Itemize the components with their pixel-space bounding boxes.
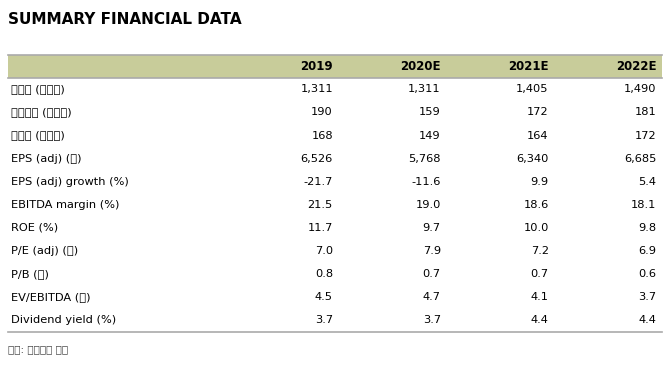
Text: 172: 172	[527, 107, 549, 117]
Text: 7.0: 7.0	[315, 246, 333, 256]
Text: ROE (%): ROE (%)	[11, 223, 58, 233]
Text: 1,311: 1,311	[408, 84, 441, 94]
Text: -11.6: -11.6	[411, 177, 441, 187]
Text: EBITDA margin (%): EBITDA margin (%)	[11, 200, 120, 210]
Text: 6,340: 6,340	[517, 154, 549, 164]
Text: 영업이익 (십억원): 영업이익 (십억원)	[11, 107, 72, 117]
Text: 7.2: 7.2	[531, 246, 549, 256]
Text: 2022E: 2022E	[616, 60, 657, 73]
Text: 190: 190	[311, 107, 333, 117]
Text: 0.8: 0.8	[315, 269, 333, 279]
Text: 1,311: 1,311	[300, 84, 333, 94]
Text: 3.7: 3.7	[315, 315, 333, 325]
Text: SUMMARY FINANCIAL DATA: SUMMARY FINANCIAL DATA	[8, 13, 242, 27]
Text: 0.7: 0.7	[531, 269, 549, 279]
Text: 6,685: 6,685	[624, 154, 657, 164]
Text: 172: 172	[635, 131, 657, 141]
Text: EV/EBITDA (배): EV/EBITDA (배)	[11, 292, 91, 302]
Text: 1,490: 1,490	[624, 84, 657, 94]
Text: 9.9: 9.9	[531, 177, 549, 187]
Text: 4.4: 4.4	[639, 315, 657, 325]
Text: 10.0: 10.0	[523, 223, 549, 233]
Text: 1,405: 1,405	[516, 84, 549, 94]
Text: 149: 149	[419, 131, 441, 141]
Text: 0.7: 0.7	[423, 269, 441, 279]
Text: EPS (adj) growth (%): EPS (adj) growth (%)	[11, 177, 129, 187]
Text: 0.6: 0.6	[639, 269, 657, 279]
Text: -21.7: -21.7	[304, 177, 333, 187]
Text: 9.7: 9.7	[423, 223, 441, 233]
Text: 순이익 (십억원): 순이익 (십억원)	[11, 131, 65, 141]
Text: 11.7: 11.7	[308, 223, 333, 233]
Text: Dividend yield (%): Dividend yield (%)	[11, 315, 117, 325]
Text: 159: 159	[419, 107, 441, 117]
Text: 168: 168	[312, 131, 333, 141]
Text: 3.7: 3.7	[423, 315, 441, 325]
Text: 2020E: 2020E	[400, 60, 441, 73]
Text: 5,768: 5,768	[408, 154, 441, 164]
Text: 18.6: 18.6	[523, 200, 549, 210]
Text: 4.7: 4.7	[423, 292, 441, 302]
Text: 6.9: 6.9	[639, 246, 657, 256]
Text: 164: 164	[527, 131, 549, 141]
Text: 6,526: 6,526	[301, 154, 333, 164]
Text: 181: 181	[635, 107, 657, 117]
Text: 5.4: 5.4	[639, 177, 657, 187]
Text: 21.5: 21.5	[308, 200, 333, 210]
Text: 자료: 삼성증권 추정: 자료: 삼성증권 추정	[8, 344, 68, 354]
Text: 3.7: 3.7	[639, 292, 657, 302]
Bar	[8, 55, 662, 78]
Text: P/B (배): P/B (배)	[11, 269, 50, 279]
Text: 2019: 2019	[300, 60, 333, 73]
Text: 19.0: 19.0	[415, 200, 441, 210]
Text: 2021E: 2021E	[509, 60, 549, 73]
Text: 7.9: 7.9	[423, 246, 441, 256]
Text: 매출액 (십억원): 매출액 (십억원)	[11, 84, 65, 94]
Text: P/E (adj) (배): P/E (adj) (배)	[11, 246, 78, 256]
Text: EPS (adj) (원): EPS (adj) (원)	[11, 154, 82, 164]
Text: 4.4: 4.4	[531, 315, 549, 325]
Text: 4.1: 4.1	[531, 292, 549, 302]
Text: 18.1: 18.1	[631, 200, 657, 210]
Text: 4.5: 4.5	[315, 292, 333, 302]
Text: 9.8: 9.8	[639, 223, 657, 233]
